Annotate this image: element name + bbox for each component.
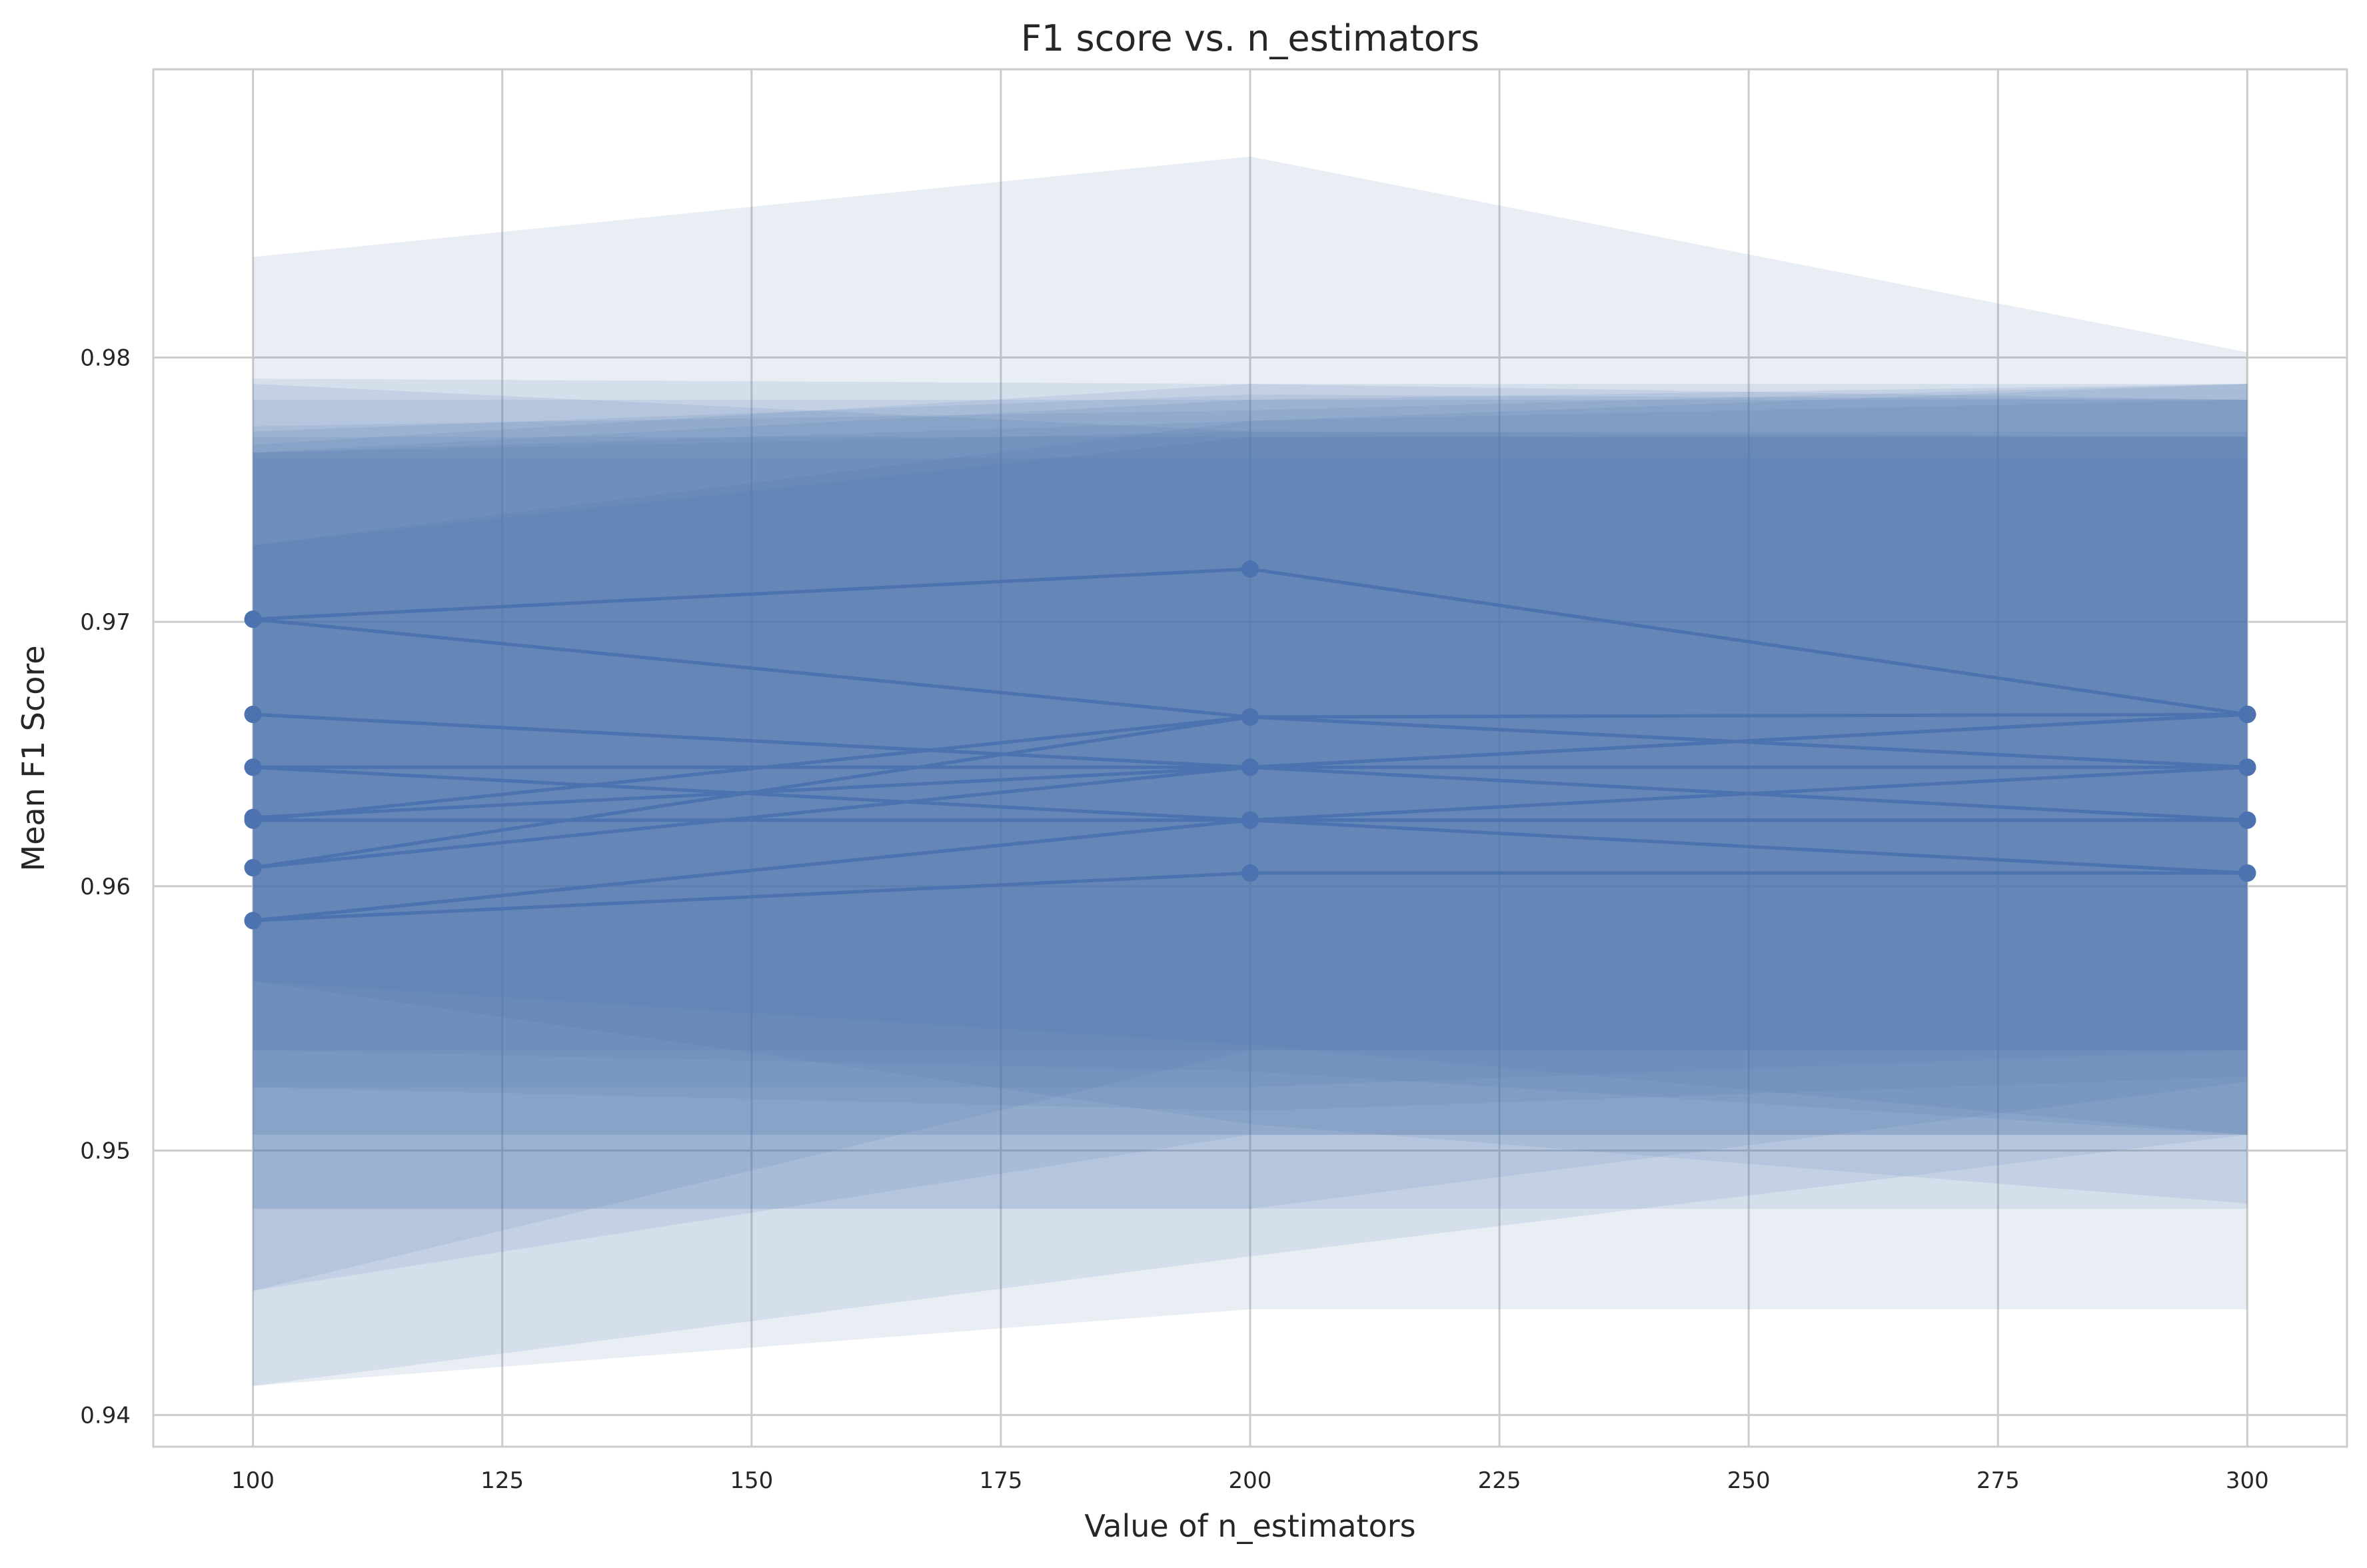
y-tick-label: 0.95 xyxy=(80,1138,131,1165)
x-tick-label: 275 xyxy=(1976,1467,2020,1494)
confidence-band xyxy=(253,384,2248,1112)
data-point xyxy=(2238,758,2256,776)
x-tick-label: 225 xyxy=(1478,1467,1521,1494)
x-tick-labels: 100 125 150 175 200 225 250 275 300 xyxy=(231,1467,2269,1494)
x-axis-label: Value of n_estimators xyxy=(1084,1508,1415,1544)
data-point xyxy=(244,912,262,930)
confidence-band xyxy=(253,394,2248,1209)
data-point xyxy=(2238,811,2256,829)
data-point xyxy=(1241,708,1259,726)
x-tick-label: 175 xyxy=(979,1467,1022,1494)
data-point xyxy=(2238,706,2256,724)
data-point xyxy=(244,859,262,877)
data-point xyxy=(1241,758,1259,776)
x-tick-label: 200 xyxy=(1229,1467,1272,1494)
confidence-band xyxy=(253,384,2248,1291)
data-point xyxy=(244,610,262,628)
confidence-band xyxy=(253,384,2248,1088)
confidence-band xyxy=(253,384,2248,1209)
confidence-band xyxy=(253,379,2248,1135)
data-point xyxy=(1241,811,1259,829)
data-point xyxy=(1241,560,1259,578)
y-tick-labels: 0.94 0.95 0.96 0.97 0.98 xyxy=(80,345,131,1429)
data-point xyxy=(1241,864,1259,882)
confidence-band xyxy=(253,431,2248,1291)
data-point xyxy=(244,706,262,724)
confidence-bands xyxy=(253,156,2248,1386)
confidence-band xyxy=(253,436,2248,1386)
series-points xyxy=(244,560,2256,930)
y-tick-label: 0.98 xyxy=(80,345,131,371)
confidence-band xyxy=(253,458,2248,1135)
x-tick-label: 300 xyxy=(2226,1467,2269,1494)
data-point xyxy=(244,811,262,829)
y-tick-label: 0.97 xyxy=(80,609,131,636)
x-tick-label: 150 xyxy=(730,1467,773,1494)
data-point xyxy=(2238,864,2256,882)
x-tick-label: 250 xyxy=(1727,1467,1771,1494)
chart-title: F1 score vs. n_estimators xyxy=(1021,17,1479,59)
y-tick-label: 0.96 xyxy=(80,874,131,900)
grid xyxy=(153,69,2347,1447)
data-point xyxy=(244,758,262,776)
y-axis-label: Mean F1 Score xyxy=(15,645,51,871)
x-tick-label: 100 xyxy=(231,1467,275,1494)
y-tick-label: 0.94 xyxy=(80,1402,131,1429)
x-tick-label: 125 xyxy=(480,1467,524,1494)
confidence-band xyxy=(253,399,2248,1386)
confidence-band xyxy=(253,156,2248,1204)
plot-frame xyxy=(152,68,2348,1448)
